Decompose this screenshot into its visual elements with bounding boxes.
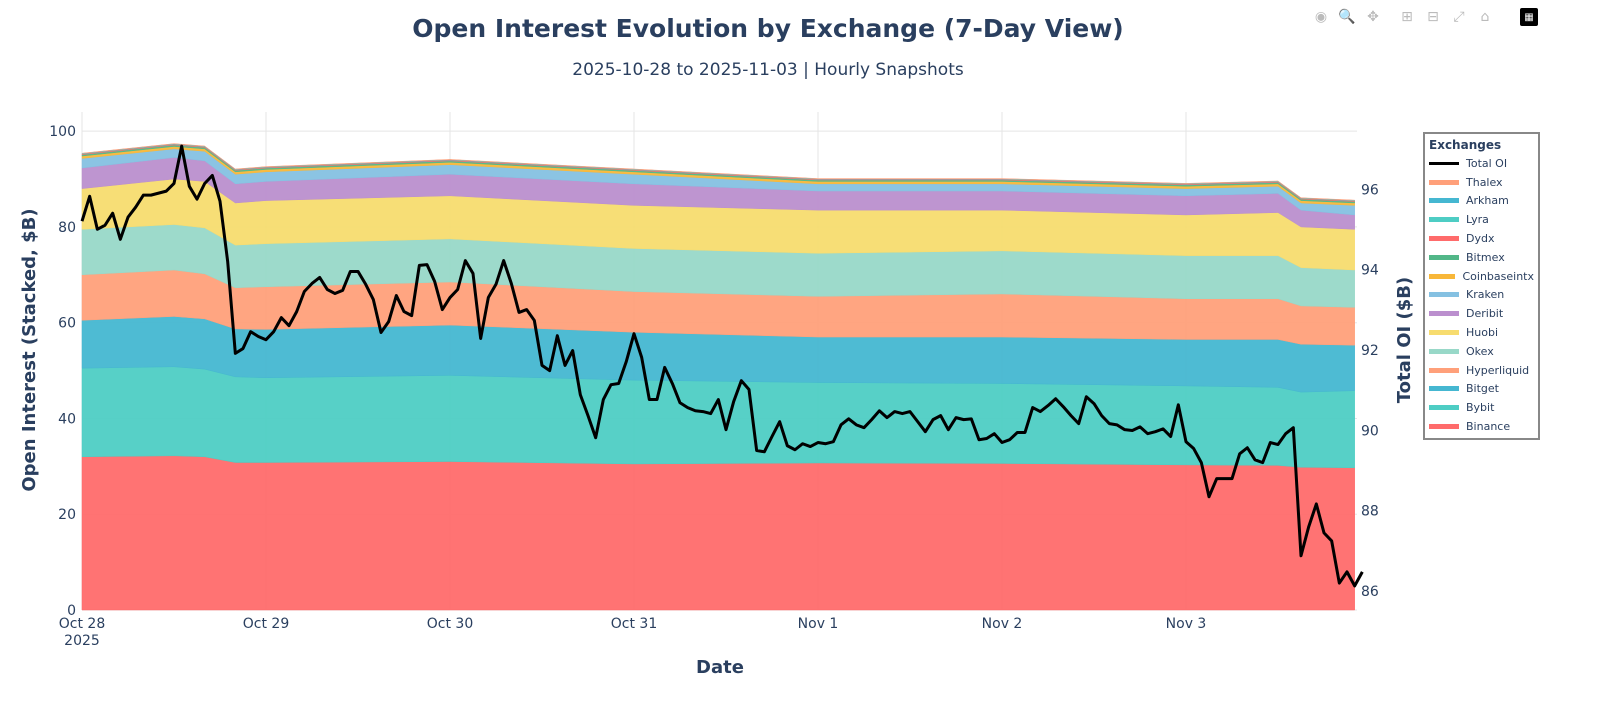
legend-item-total-oi[interactable]: Total OI bbox=[1429, 154, 1534, 173]
legend-item-bybit[interactable]: Bybit bbox=[1429, 398, 1534, 417]
legend-item-arkham[interactable]: Arkham bbox=[1429, 192, 1534, 211]
plotly-logo[interactable]: ▦ bbox=[1520, 8, 1538, 26]
legend-swatch bbox=[1429, 367, 1459, 373]
legend-label: Bybit bbox=[1466, 401, 1495, 415]
legend-item-huobi[interactable]: Huobi bbox=[1429, 323, 1534, 342]
legend-label: Bitmex bbox=[1466, 250, 1505, 264]
zoom-out-icon[interactable]: ⊟ bbox=[1427, 9, 1439, 25]
pan-icon[interactable]: ✥ bbox=[1367, 9, 1379, 25]
legend-item-kraken[interactable]: Kraken bbox=[1429, 286, 1534, 305]
y-axis-label: Open Interest (Stacked, $B) bbox=[19, 208, 40, 491]
legend-item-binance[interactable]: Binance bbox=[1429, 417, 1534, 436]
modebar: ◉ 🔍 ✥ ⊞ ⊟ ⤢ ⌂ ▦ bbox=[1312, 8, 1538, 26]
legend-item-lyra[interactable]: Lyra bbox=[1429, 210, 1534, 229]
legend-item-thalex[interactable]: Thalex bbox=[1429, 173, 1534, 192]
legend-item-deribit[interactable]: Deribit bbox=[1429, 304, 1534, 323]
legend-swatch bbox=[1429, 236, 1459, 242]
y2-tick-label: 92 bbox=[1361, 343, 1379, 359]
legend-label: Thalex bbox=[1466, 175, 1503, 189]
legend-title: Exchanges bbox=[1429, 138, 1502, 152]
autoscale-icon[interactable]: ⤢ bbox=[1453, 9, 1465, 25]
x-tick-label: Oct 28 bbox=[59, 616, 105, 632]
x-tick-label: Nov 3 bbox=[1166, 616, 1207, 632]
legend-swatch bbox=[1429, 348, 1459, 354]
legend-swatch bbox=[1429, 424, 1459, 430]
area-binance bbox=[81, 455, 1355, 611]
y2-tick-label: 86 bbox=[1361, 584, 1379, 600]
y2-tick-label: 88 bbox=[1361, 504, 1379, 520]
legend-swatch bbox=[1429, 330, 1459, 336]
legend-swatch bbox=[1429, 292, 1459, 298]
x-tick-label: Nov 1 bbox=[798, 616, 839, 632]
legend-item-bitget[interactable]: Bitget bbox=[1429, 380, 1534, 399]
chart-subtitle: 2025-10-28 to 2025-11-03 | Hourly Snapsh… bbox=[572, 60, 964, 80]
y2-tick-label: 96 bbox=[1361, 182, 1379, 198]
legend-label: Bitget bbox=[1466, 382, 1499, 396]
legend-item-bitmex[interactable]: Bitmex bbox=[1429, 248, 1534, 267]
legend-swatch bbox=[1429, 161, 1459, 165]
zoom-icon[interactable]: 🔍 bbox=[1338, 9, 1356, 25]
y2-tick-label: 90 bbox=[1361, 423, 1379, 439]
x-tick-label: Nov 2 bbox=[982, 616, 1023, 632]
y-tick-label: 20 bbox=[58, 507, 76, 523]
legend-label: Kraken bbox=[1466, 288, 1505, 302]
legend-swatch bbox=[1429, 254, 1459, 260]
legend-swatch bbox=[1429, 311, 1459, 317]
legend-swatch bbox=[1429, 217, 1459, 223]
legend-swatch bbox=[1429, 273, 1456, 279]
legend-label: Coinbaseintx bbox=[1462, 269, 1534, 283]
x-tick-label: 2025 bbox=[64, 633, 100, 649]
legend-swatch bbox=[1429, 198, 1459, 204]
x-tick-label: Oct 31 bbox=[611, 616, 657, 632]
x-tick-label: Oct 29 bbox=[243, 616, 289, 632]
y-tick-label: 40 bbox=[58, 411, 76, 427]
area-thalex bbox=[81, 143, 1355, 201]
y-tick-label: 80 bbox=[58, 220, 76, 236]
camera-icon[interactable]: ◉ bbox=[1314, 9, 1328, 25]
legend-label: Total OI bbox=[1466, 156, 1508, 170]
legend-label: Binance bbox=[1466, 420, 1511, 434]
legend-item-coinbaseintx[interactable]: Coinbaseintx bbox=[1429, 267, 1534, 286]
y-tick-label: 60 bbox=[58, 316, 76, 332]
legend-item-hyperliquid[interactable]: Hyperliquid bbox=[1429, 361, 1534, 380]
legend-label: Huobi bbox=[1466, 326, 1499, 340]
legend-label: Deribit bbox=[1466, 307, 1504, 321]
y-tick-label: 100 bbox=[49, 124, 76, 140]
total-oi-line bbox=[80, 144, 1364, 588]
x-tick-label: Oct 30 bbox=[427, 616, 473, 632]
legend-label: Okex bbox=[1466, 344, 1494, 358]
legend-label: Hyperliquid bbox=[1466, 363, 1530, 377]
y2-tick-label: 94 bbox=[1361, 263, 1379, 279]
legend-swatch bbox=[1429, 179, 1459, 185]
y2-axis-label: Total OI ($B) bbox=[1394, 277, 1415, 403]
reset-axes-icon[interactable]: ⌂ bbox=[1480, 9, 1490, 25]
legend-label: Lyra bbox=[1466, 213, 1489, 227]
legend-label: Arkham bbox=[1466, 194, 1509, 208]
legend: Exchanges Total OI Thalex Arkham Lyra Dydx Bi… bbox=[1423, 132, 1540, 440]
zoom-in-icon[interactable]: ⊞ bbox=[1401, 9, 1413, 25]
legend-item-okex[interactable]: Okex bbox=[1429, 342, 1534, 361]
legend-swatch bbox=[1429, 386, 1459, 392]
chart-title: Open Interest Evolution by Exchange (7-D… bbox=[412, 14, 1124, 43]
legend-swatch bbox=[1429, 405, 1459, 411]
legend-label: Dydx bbox=[1466, 232, 1495, 246]
x-axis-label: Date bbox=[696, 657, 744, 678]
legend-item-dydx[interactable]: Dydx bbox=[1429, 229, 1534, 248]
y-tick-label: 0 bbox=[67, 603, 76, 619]
